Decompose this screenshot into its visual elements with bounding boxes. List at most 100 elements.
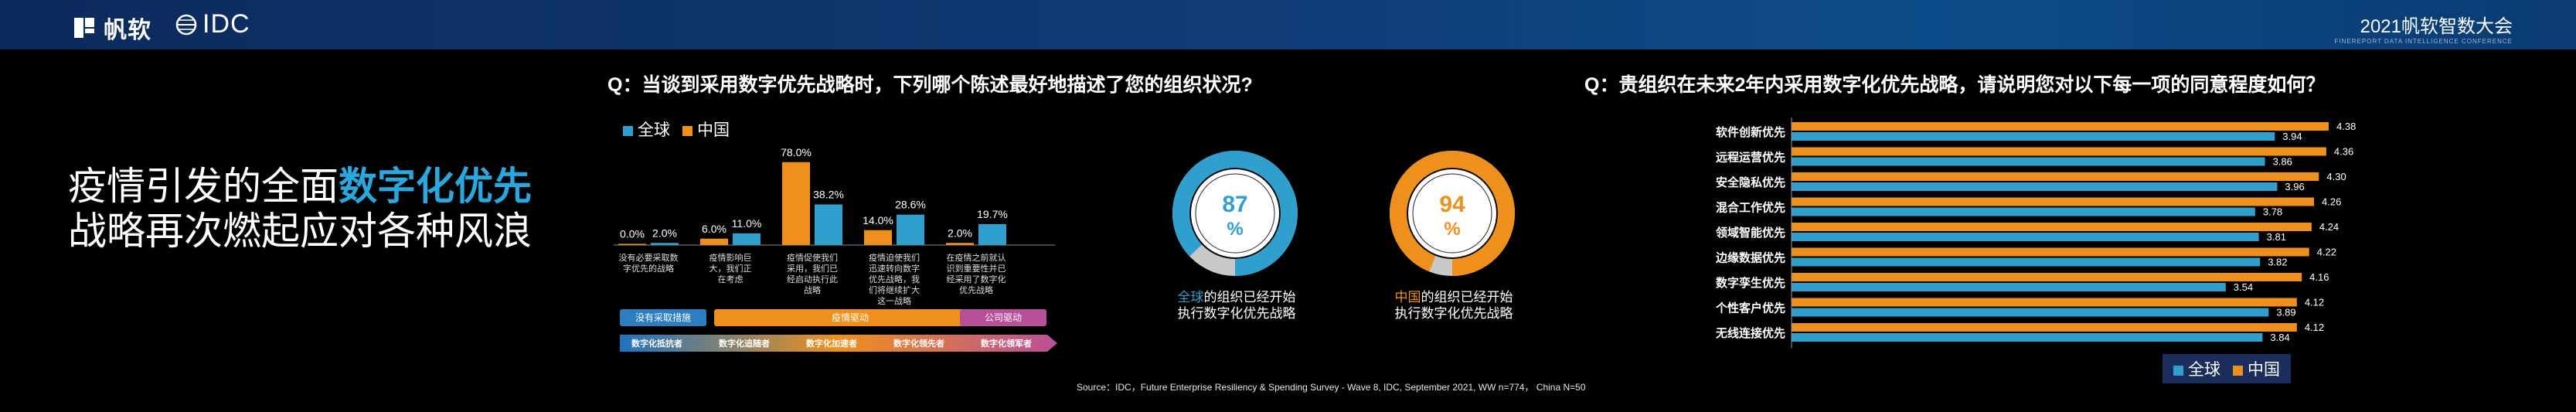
bar-global [618,243,646,245]
data-label: 4.12 [2305,322,2324,333]
bar-global [1792,333,2263,342]
donut-inner [1408,169,1496,257]
category-label: 优先战略，我 [869,274,920,284]
data-label: 6.0% [702,223,727,235]
data-label: 4.16 [2309,271,2329,283]
category-label: 战略 [804,284,821,295]
phase-bar [714,309,986,326]
data-label: 19.7% [977,208,1008,220]
phase-bar [620,309,706,326]
bar-global [864,230,892,245]
category-label: 这一战略 [877,295,911,306]
category-label: 数字孪生优先 [1716,276,1785,290]
data-label: 4.30 [2326,171,2346,182]
bar-global [1792,157,2265,166]
data-label: 3.82 [2268,257,2287,268]
category-label: 疫情影响巨 [710,252,752,263]
bar-china [1792,323,2297,332]
data-label: 0.0% [620,228,645,240]
category-label: 混合工作优先 [1716,201,1785,215]
idc-logo: IDC [175,9,250,39]
data-label: 3.89 [2276,307,2295,318]
category-label: 迅速转向数字 [869,263,920,274]
maturity-label: 数字化领先者 [893,338,944,349]
header-bar: 帆软 IDC 2021帆软智数大会 FINEREPORT DATA INTELL… [0,0,2576,49]
legend-item-china: 中国 [2233,357,2280,380]
category-label: 疫情迫使我们 [869,252,920,263]
data-label: 3.86 [2273,156,2292,168]
maturity-label: 数字化追随者 [719,338,770,349]
fanruan-logo-text: 帆软 [104,18,151,43]
category-label: 疫情促使我们 [787,252,838,263]
legend-item-china: 中国 [682,117,730,141]
bar-china [1792,122,2329,131]
right-hbar-chart: 软件创新优先 4.38 3.94 远程运营优先 4.36 3.86 安全隐私优先 4.30 3.… [1715,117,2356,349]
maturity-label: 数字化抵抗者 [631,338,682,349]
category-label: 字优先的战略 [623,263,674,274]
bar-global [782,162,810,245]
bar-china [733,233,761,245]
category-label: 经启动执行此 [787,274,838,284]
data-label: 4.38 [2336,121,2356,132]
donut-caption-global: 全球的组织已经开始 执行数字化优先战略 [1177,290,1296,321]
legend-item-global: 全球 [623,117,670,141]
event-logo: 2021帆软智数大会 FINEREPORT DATA INTELLIGENCE … [2335,11,2513,45]
idc-logo-icon [175,14,197,35]
bar-global [1792,308,2269,317]
donut-caption-china: 中国的组织已经开始 执行数字化优先战略 [1394,290,1513,321]
data-label: 3.96 [2285,181,2304,192]
phase-label: 公司驱动 [985,312,1022,323]
donut-arc [1172,151,1298,276]
category-label: 无线连接优先 [1715,326,1785,340]
phase-bar [960,309,1046,326]
data-label: 2.0% [652,226,677,239]
event-subtitle: FINEREPORT DATA INTELLIGENCE CONFERENCE [2334,38,2513,45]
bar-global [1792,207,2255,216]
data-label: 4.12 [2305,297,2324,308]
donut-inner-ring [1412,173,1492,254]
headline-highlight: 数字化优先 [339,165,532,208]
category-label: 在考虑 [718,274,744,284]
donut-inner-ring [1195,173,1275,254]
data-label: 38.2% [813,188,844,200]
data-label: 4.24 [2319,221,2339,233]
left-legend: 全球 中国 [623,117,730,141]
category-label: 优先战略 [959,284,993,295]
bar-china [651,243,679,245]
data-label: 3.81 [2267,231,2286,243]
bar-china [1792,172,2319,181]
legend-item-global: 全球 [2173,357,2220,380]
data-label: 14.0% [863,214,893,226]
data-label: 2.0% [948,226,972,239]
bar-global [1792,132,2275,141]
fanruan-logo-icon [73,16,96,39]
data-label: 3.54 [2234,281,2253,293]
donut-charts: 87%94% [1172,151,1515,276]
data-label: 3.94 [2282,131,2302,142]
maturity-label: 数字化加速者 [806,338,857,349]
left-question: Q：当谈到采用数字优先战略时，下列哪个陈述最好地描述了您的组织状况? [607,74,1253,96]
category-label: 们将继续扩大 [869,284,920,295]
data-label: 4.36 [2334,146,2353,158]
bar-global [1792,182,2278,191]
idc-logo-text: IDC [202,9,250,39]
data-label: 11.0% [732,217,762,230]
bar-china [1792,197,2315,206]
bar-china [1792,298,2297,307]
bar-global [700,238,728,245]
category-label: 大，我们正 [710,263,752,274]
bar-china [978,223,1006,245]
category-label: 个性客户优先 [1715,301,1785,315]
category-label: 软件创新优先 [1716,125,1785,139]
donut-unit: % [1227,219,1243,240]
bar-global [946,243,974,245]
headline-pre: 疫情引发的全面 [68,165,339,208]
maturity-label: 数字化领军者 [981,338,1032,349]
category-label: 经采用了数字化 [947,274,1006,284]
data-label: 3.84 [2270,332,2289,343]
bar-china [815,204,842,245]
category-label: 领域智能优先 [1715,226,1785,240]
data-label: 78.0% [781,146,812,158]
bar-china [1792,273,2302,281]
